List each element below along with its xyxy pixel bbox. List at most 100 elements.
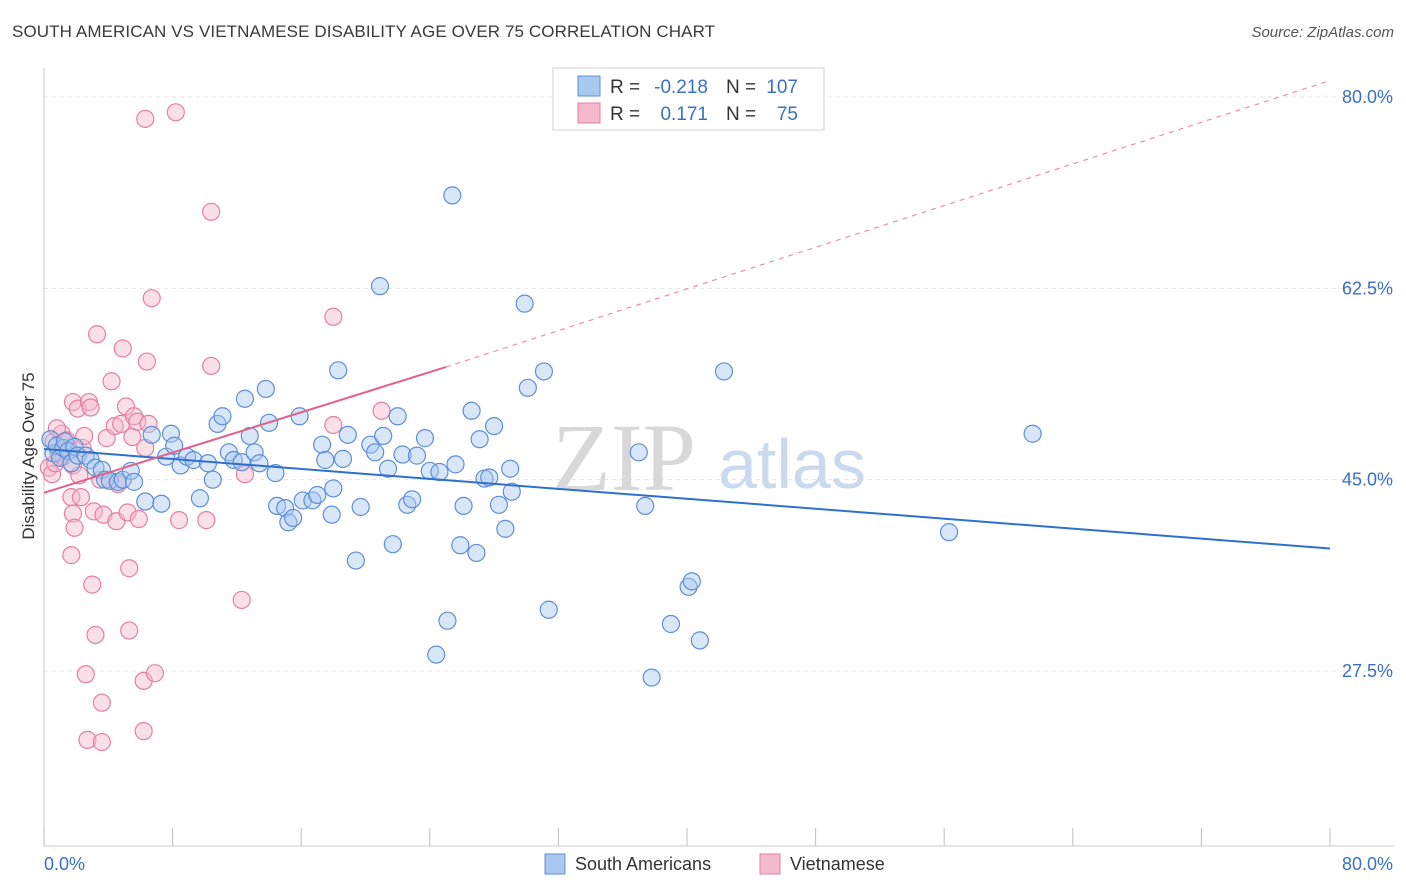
south-american-point-76 — [438, 611, 457, 630]
south-american-trend-line — [43, 448, 1331, 550]
legend-r-value-2: 0.171 — [660, 104, 708, 125]
south-american-point-68 — [393, 445, 412, 464]
legend-n-value-1: 107 — [766, 77, 798, 98]
south-american-point-29 — [190, 489, 210, 508]
legend-r-value-1: -0.218 — [654, 77, 708, 98]
south-american-point-41 — [256, 379, 275, 399]
south-american-point-79 — [451, 536, 470, 555]
south-american-point-40 — [250, 454, 269, 473]
vietnamese-point-51 — [139, 414, 158, 434]
south-american-point-82 — [467, 543, 486, 563]
south-american-point-86 — [485, 416, 504, 436]
vietnamese-point-45 — [128, 412, 147, 431]
vietnamese-point-62 — [324, 307, 343, 326]
south-american-point-37 — [235, 389, 255, 408]
south-american-point-67 — [388, 407, 407, 426]
south-american-point-100 — [682, 572, 701, 591]
south-american-point-59 — [346, 551, 365, 570]
vietnamese-point-48 — [134, 722, 153, 741]
south-american-point-101 — [690, 631, 709, 650]
watermark-atlas: atlas — [718, 425, 866, 503]
south-american-point-77 — [443, 186, 462, 205]
vietnamese-point-38 — [113, 339, 132, 358]
south-american-point-102 — [714, 362, 734, 381]
south-american-point-88 — [496, 519, 515, 538]
south-american-point-19 — [124, 472, 144, 491]
south-american-point-50 — [303, 491, 322, 510]
south-american-point-20 — [136, 492, 155, 511]
vietnamese-point-50 — [137, 352, 156, 371]
south-american-point-94 — [539, 600, 558, 619]
vietnamese-point-13 — [65, 518, 84, 537]
south-american-point-33 — [213, 407, 232, 426]
south-american-point-58 — [338, 425, 357, 444]
vietnamese-point-30 — [92, 693, 111, 712]
bottom-legend-swatch-pink — [759, 853, 781, 875]
south-american-point-62 — [366, 443, 385, 462]
watermark: ZIP atlas — [552, 404, 866, 511]
vietnamese-point-26 — [86, 625, 105, 645]
vietnamese-point-44 — [124, 407, 144, 426]
vietnamese-point-24 — [83, 575, 102, 594]
south-american-point-44 — [266, 464, 285, 483]
vietnamese-point-52 — [142, 289, 161, 308]
south-american-point-57 — [333, 449, 353, 468]
vietnamese-trend-extension — [445, 80, 1331, 368]
vietnamese-point-61 — [235, 465, 255, 484]
vietnamese-point-25 — [84, 502, 103, 521]
bottom-legend-vietnamese: Vietnamese — [790, 854, 885, 874]
south-american-point-92 — [518, 378, 537, 397]
trend-lines — [43, 80, 1331, 550]
south-american-point-30 — [198, 454, 218, 473]
legend-n-label-2: N = — [726, 104, 756, 125]
vietnamese-point-53 — [145, 664, 165, 683]
correlation-legend: R = -0.218 N = 107 R = 0.171 N = 75 — [552, 67, 825, 131]
y-tick-label-1: 45.0% — [1342, 470, 1393, 490]
tick-labels: 27.5% 45.0% 62.5% 80.0% 0.0% 80.0% — [44, 87, 1393, 874]
y-tick-label-3: 80.0% — [1342, 87, 1393, 107]
south-american-point-52 — [312, 435, 332, 454]
south-american-point-83 — [470, 430, 489, 449]
south-american-point-90 — [501, 459, 520, 478]
south-american-point-96 — [636, 496, 655, 516]
y-tick-label-2: 62.5% — [1342, 278, 1393, 298]
south-american-point-89 — [502, 482, 521, 501]
vietnamese-point-56 — [169, 511, 189, 530]
south-american-point-55 — [324, 479, 343, 498]
south-american-points — [41, 186, 1042, 687]
vietnamese-point-33 — [102, 372, 121, 391]
south-american-point-95 — [629, 443, 648, 462]
vietnamese-point-15 — [68, 399, 87, 418]
vietnamese-point-40 — [118, 503, 137, 522]
south-american-point-81 — [462, 401, 481, 420]
south-american-point-47 — [284, 508, 303, 528]
axes — [43, 68, 1394, 847]
south-american-point-31 — [203, 470, 222, 489]
south-american-point-69 — [398, 495, 417, 514]
y-axis-title: Disability Age Over 75 — [19, 372, 38, 539]
vietnamese-point-41 — [120, 559, 139, 578]
x-tick-label-0: 0.0% — [44, 854, 85, 874]
vietnamese-point-55 — [166, 103, 185, 122]
south-american-point-87 — [489, 495, 509, 514]
legend-swatch-pink — [577, 102, 601, 124]
grid-lines — [44, 96, 1394, 672]
legend-n-value-2: 75 — [777, 104, 798, 125]
vietnamese-point-63 — [324, 415, 343, 435]
bottom-legend-swatch-blue — [544, 853, 566, 875]
series-legend: South Americans Vietnamese — [544, 853, 885, 875]
south-american-point-66 — [383, 535, 402, 554]
south-american-point-85 — [480, 468, 499, 487]
south-american-point-65 — [378, 459, 398, 478]
vietnamese-point-54 — [136, 109, 155, 128]
south-american-point-97 — [642, 668, 661, 687]
south-american-point-75 — [430, 462, 449, 482]
south-american-point-103 — [939, 523, 959, 542]
source-label: Source: ZipAtlas.com — [1251, 24, 1394, 41]
vietnamese-point-17 — [71, 488, 91, 507]
south-american-point-56 — [329, 361, 348, 380]
vietnamese-point-64 — [372, 401, 391, 420]
south-american-point-71 — [407, 446, 427, 465]
south-american-point-78 — [446, 455, 465, 474]
